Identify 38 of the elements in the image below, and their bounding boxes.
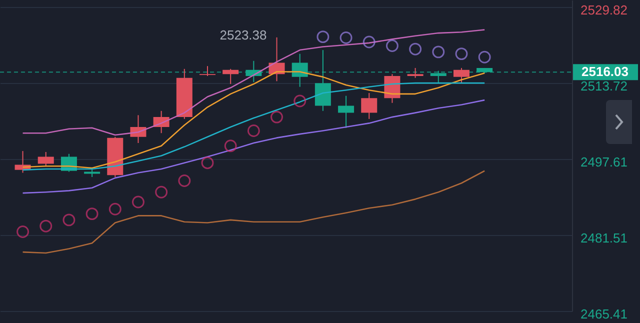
candlestick (338, 95, 354, 128)
point (247, 124, 260, 137)
line-series (22, 29, 486, 136)
ref-line-label: 2516.03 (582, 64, 628, 80)
point (16, 226, 30, 238)
y-tick-label: 2497.61 (580, 154, 628, 170)
point (155, 186, 168, 198)
point (224, 140, 237, 152)
point (201, 156, 214, 170)
point (132, 196, 144, 208)
point (386, 40, 398, 52)
annotation: 2523.38 (220, 27, 267, 42)
point (316, 30, 330, 44)
point (478, 50, 491, 64)
candlestick (222, 68, 239, 85)
point (409, 42, 422, 56)
point (340, 32, 352, 44)
point (362, 36, 376, 48)
candlestick (453, 67, 470, 84)
point (455, 48, 468, 60)
point (62, 214, 76, 226)
y-tick-label: 2481.51 (580, 230, 628, 246)
y-tick-label: 2513.72 (580, 78, 628, 94)
line-series (22, 170, 486, 254)
point (294, 94, 306, 108)
point (432, 46, 445, 58)
point (86, 208, 98, 220)
point (40, 220, 52, 232)
point (108, 202, 122, 216)
point (178, 174, 191, 187)
candlestick (38, 151, 54, 167)
candlestick (199, 66, 216, 76)
y-tick-label: 2529.82 (580, 2, 628, 18)
candlestick (407, 67, 424, 78)
point (270, 110, 283, 124)
line-series (22, 99, 486, 194)
y-tick-label: 2465.41 (580, 306, 628, 322)
candlestick (361, 92, 378, 120)
